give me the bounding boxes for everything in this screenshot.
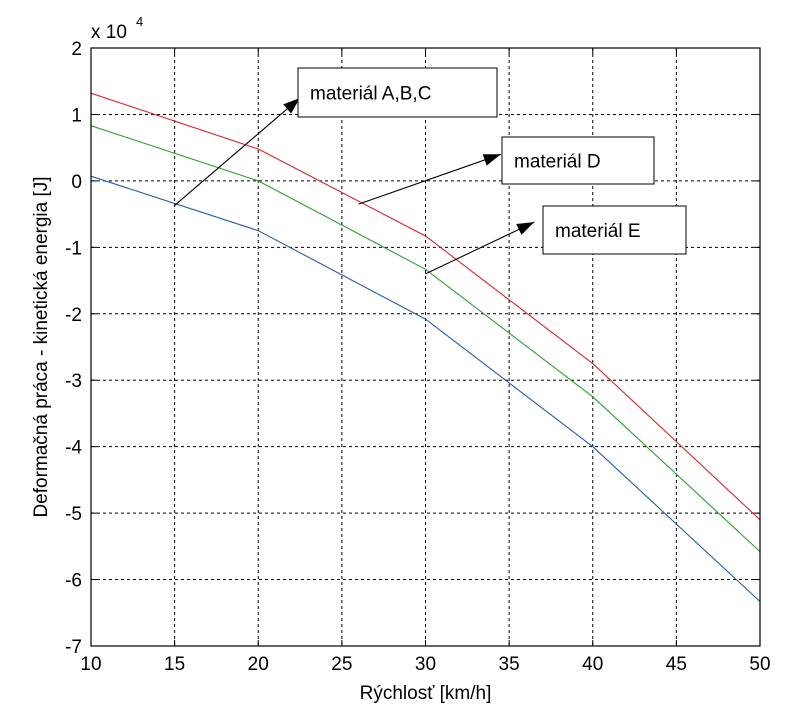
annotation-label: materiál A,B,C (310, 84, 431, 105)
annotation-1: materiál A,B,C (174, 67, 498, 206)
x-tick-label: 25 (331, 654, 352, 675)
exponent-power: 4 (136, 14, 143, 29)
annotations: materiál A,B,C materiál D materiál E (174, 67, 687, 275)
x-tick-label: 20 (248, 654, 269, 675)
arrowhead-icon (516, 222, 535, 235)
annotation-box (542, 205, 687, 255)
arrowhead-icon (283, 97, 301, 114)
annotation-box (297, 67, 498, 118)
x-tick-label: 40 (582, 654, 603, 675)
y-tick-label: 2 (71, 39, 82, 60)
y-tick-label: 1 (71, 105, 82, 126)
x-tick-label: 30 (415, 654, 436, 675)
y-tick-label: -5 (65, 504, 82, 525)
series-line-2 (90, 125, 761, 553)
annotation-arrow-line (358, 153, 501, 205)
series-lines (90, 92, 761, 602)
x-tick-label: 35 (499, 654, 520, 675)
exponent-base: x 10 (91, 22, 127, 43)
y-tick-label: -7 (65, 637, 82, 658)
grid-lines (91, 48, 760, 646)
annotation-label: materiál E (555, 221, 641, 242)
x-tick-label: 10 (80, 654, 101, 675)
y-tick-label: -1 (65, 238, 82, 259)
annotation-3: materiál E (425, 205, 687, 275)
y-tick-label: -4 (65, 438, 82, 459)
x-tick-label: 45 (666, 654, 687, 675)
annotation-arrow-line (174, 97, 301, 206)
series-line-1 (90, 92, 761, 521)
y-axis-label: Deformačná práca - kinetická energia [J] (31, 176, 52, 517)
x-axis-label: Rýchlosť [km/h] (360, 683, 492, 704)
plot-frame (90, 47, 761, 647)
arrowhead-icon (482, 154, 501, 166)
annotation-box (501, 136, 655, 185)
annotation-arrow-line (425, 221, 535, 275)
x-tick-label: 50 (749, 654, 770, 675)
annotation-label: materiál D (514, 152, 601, 173)
y-tick-label: -3 (65, 371, 82, 392)
y-tick-label: -6 (65, 571, 82, 592)
x-tick-label: 15 (164, 654, 185, 675)
series-line-3 (90, 175, 761, 602)
y-tick-label: 0 (71, 172, 82, 193)
axis-ticks: 10 15 20 25 30 35 40 45 50 -7 -6 -5 -4 -3 -2 -1 0 1 2 (65, 39, 770, 675)
y-exponent-label: x 10 4 (91, 14, 143, 43)
y-tick-label: -2 (65, 305, 82, 326)
annotation-2: materiál D (358, 136, 655, 205)
